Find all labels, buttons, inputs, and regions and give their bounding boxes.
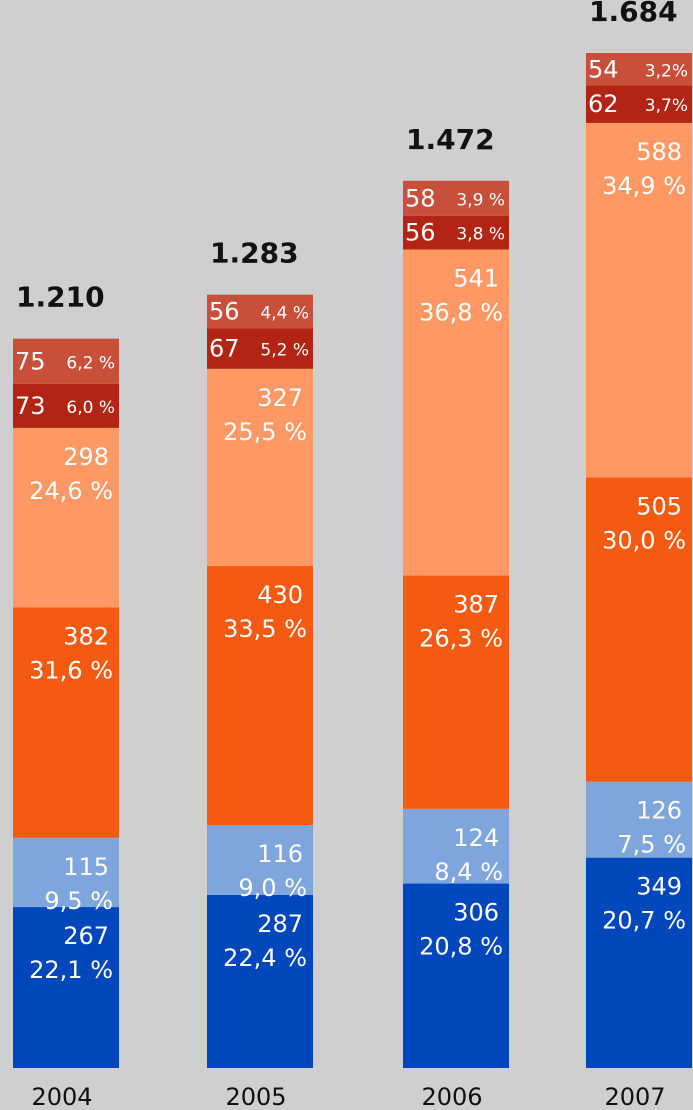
value-label: 116 (257, 840, 303, 868)
share-label: 34,9 % (602, 172, 686, 200)
share-label: 7,5 % (617, 831, 686, 859)
value-label: 126 (636, 797, 682, 825)
share-label: 36,8 % (419, 298, 503, 326)
share-label: 22,4 % (223, 944, 307, 972)
bar-segment (207, 825, 313, 896)
value-label: 54 (588, 55, 619, 83)
value-label: 58 (405, 184, 436, 212)
bar-segment (13, 427, 119, 608)
share-label: 20,8 % (419, 933, 503, 961)
share-label: 9,0 % (238, 874, 307, 902)
value-label: 387 (453, 591, 499, 619)
bar-segment (13, 907, 119, 1068)
value-label: 541 (453, 264, 499, 292)
total-label: 1.472 (406, 123, 495, 156)
bar-segment (586, 477, 692, 782)
total-label: 1.210 (16, 281, 105, 314)
value-label: 267 (63, 922, 109, 950)
value-label: 67 (209, 335, 240, 363)
value-label: 75 (15, 347, 46, 375)
value-label: 382 (63, 623, 109, 651)
x-tick-label: 2005 (225, 1083, 286, 1110)
bar-segment (586, 53, 692, 86)
bar-segment (403, 883, 509, 1068)
value-label: 327 (257, 384, 303, 412)
value-label: 115 (63, 853, 109, 881)
value-label: 56 (405, 219, 436, 247)
bar-segment (403, 180, 509, 216)
share-label: 3,2% (645, 61, 688, 81)
total-label: 1.684 (589, 0, 678, 28)
bar-segment (586, 781, 692, 858)
share-label: 5,2 % (260, 341, 309, 361)
bar-segment (207, 895, 313, 1068)
bar-segment (403, 249, 509, 576)
bar-segment (403, 215, 509, 250)
share-label: 26,3 % (419, 625, 503, 653)
total-label: 1.283 (210, 237, 299, 270)
share-label: 9,5 % (44, 887, 113, 915)
share-label: 3,8 % (456, 225, 505, 245)
bar-segment (403, 575, 509, 809)
share-label: 6,0 % (66, 398, 115, 418)
bar-segment (13, 837, 119, 908)
bar-segment (586, 857, 692, 1068)
value-label: 505 (636, 492, 682, 520)
value-label: 306 (453, 899, 499, 927)
value-label: 73 (15, 392, 46, 420)
value-label: 56 (209, 298, 240, 326)
bar-segment (207, 294, 313, 329)
value-label: 349 (636, 873, 682, 901)
value-label: 430 (257, 581, 303, 609)
value-label: 62 (588, 90, 619, 118)
share-label: 22,1 % (29, 956, 113, 984)
share-label: 3,9 % (456, 190, 505, 210)
share-label: 20,7 % (602, 907, 686, 935)
share-label: 6,2 % (66, 353, 115, 373)
bar-segment (586, 122, 692, 478)
bar-segment (207, 565, 313, 826)
value-label: 588 (636, 138, 682, 166)
value-label: 124 (453, 824, 499, 852)
x-tick-label: 2006 (421, 1083, 482, 1110)
bar-segment (586, 85, 692, 123)
share-label: 24,6 % (29, 477, 113, 505)
bar-segment (13, 383, 119, 428)
bar-segment (207, 328, 313, 369)
x-tick-label: 2004 (31, 1083, 92, 1110)
share-label: 33,5 % (223, 615, 307, 643)
share-label: 8,4 % (434, 858, 503, 886)
bar-segment (13, 607, 119, 838)
value-label: 298 (63, 443, 109, 471)
value-label: 287 (257, 910, 303, 938)
share-label: 4,4 % (260, 304, 309, 324)
bar-segment (207, 368, 313, 566)
bar-segment (403, 808, 509, 884)
share-label: 31,6 % (29, 657, 113, 685)
share-label: 25,5 % (223, 418, 307, 446)
share-label: 30,0 % (602, 526, 686, 554)
bar-segment (13, 338, 119, 384)
share-label: 3,7% (645, 96, 688, 116)
x-tick-label: 2007 (604, 1083, 665, 1110)
